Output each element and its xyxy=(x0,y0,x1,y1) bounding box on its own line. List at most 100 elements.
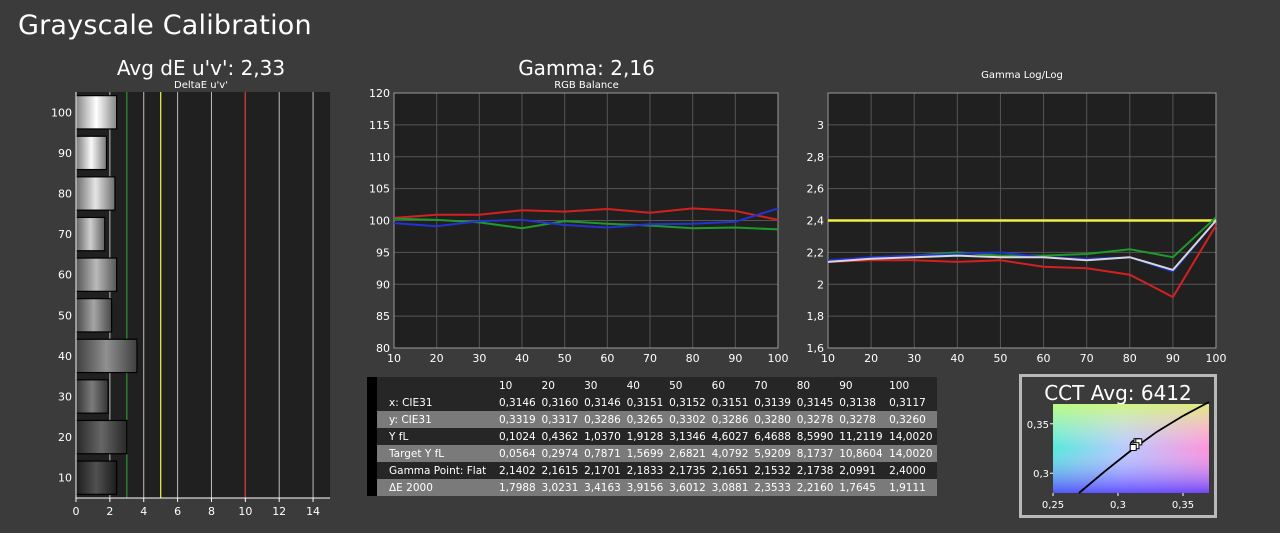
table-cell: 3,4163 xyxy=(582,479,625,496)
table-cell: 1,9128 xyxy=(624,428,668,445)
deltae-x-tick-label: 6 xyxy=(174,505,181,518)
deltae-y-tick-label: 70 xyxy=(58,228,72,241)
rgb-y-tick-label: 85 xyxy=(376,310,390,323)
table-cell: 8,1737 xyxy=(794,445,838,462)
gamma-x-tick-label: 70 xyxy=(1080,352,1094,365)
table-cell: 6,4688 xyxy=(752,428,795,445)
table-row: Target Y fL 0,0564 0,2974 0,7871 1,5699 2,682… xyxy=(367,445,937,462)
avg-de-title: Avg dE u'v': 2,33 xyxy=(116,56,286,80)
table-cell: 0,3160 xyxy=(539,394,583,411)
table-row-label: Target Y fL xyxy=(377,445,497,462)
table-column-header: 100 xyxy=(887,377,937,394)
table-row-label: ΔE 2000 xyxy=(377,479,497,496)
deltae-y-tick-label: 10 xyxy=(58,472,72,485)
gamma-x-tick-label: 10 xyxy=(821,352,835,365)
table-marker xyxy=(367,377,377,394)
cct-x-tick-label: 0,25 xyxy=(1042,500,1064,511)
table-cell: 5,9209 xyxy=(752,445,795,462)
table-cell: 0,3151 xyxy=(624,394,668,411)
table-marker xyxy=(367,462,377,479)
table-header-row: 10 20 30 40 50 60 70 80 90 100 xyxy=(367,377,937,394)
table-cell: 2,1651 xyxy=(709,462,753,479)
table-row-label: Gamma Point: Flat xyxy=(377,462,497,479)
gamma-y-tick-label: 2 xyxy=(817,278,824,291)
table-cell: 3,0231 xyxy=(539,479,583,496)
gamma-x-tick-label: 90 xyxy=(1166,352,1180,365)
gamma-y-tick-label: 2,8 xyxy=(807,151,825,164)
cct-x-tick-label: 0,35 xyxy=(1172,500,1194,511)
table-cell: 0,3280 xyxy=(752,411,795,428)
table-cell: 14,0020 xyxy=(887,428,937,445)
cct-y-tick-label: 0,3 xyxy=(1033,469,1049,480)
table-cell: 3,1346 xyxy=(667,428,710,445)
table-cell: 2,6821 xyxy=(667,445,710,462)
table-cell: 3,6012 xyxy=(667,479,710,496)
table-column-header: 50 xyxy=(667,377,710,394)
table-cell: 10,8604 xyxy=(837,445,888,462)
deltae-y-tick-label: 60 xyxy=(58,269,72,282)
gamma-series-red xyxy=(827,224,1217,299)
deltae-x-tick-label: 2 xyxy=(106,505,113,518)
rgb-x-tick-label: 40 xyxy=(515,352,529,365)
table-cell: 0,3278 xyxy=(794,411,838,428)
gamma-y-tick-label: 2,4 xyxy=(807,215,825,228)
cct-chart: 0,25 0,3 0,35 0,35 0,3 xyxy=(1027,401,1210,511)
deltae-bar xyxy=(75,460,118,495)
table-cell: 0,2974 xyxy=(539,445,583,462)
table-cell: 1,5699 xyxy=(624,445,668,462)
deltae-x-tick-label: 4 xyxy=(140,505,147,518)
table-cell: 4,6027 xyxy=(709,428,753,445)
table-cell: 0,3286 xyxy=(709,411,753,428)
table-row-label: x: CIE31 xyxy=(377,394,497,411)
gamma-y-tick-label: 1,6 xyxy=(807,342,825,355)
table-cell: 0,3302 xyxy=(667,411,710,428)
table-cell: 1,7988 xyxy=(497,479,540,496)
table-cell: 0,3151 xyxy=(709,394,753,411)
table-cell: 3,0881 xyxy=(709,479,753,496)
rgb-y-tick-label: 95 xyxy=(376,246,390,259)
gamma-x-tick-label: 60 xyxy=(1037,352,1051,365)
table-cell: 0,3286 xyxy=(582,411,625,428)
rgb-y-tick-label: 120 xyxy=(369,87,390,100)
table-marker xyxy=(367,411,377,428)
deltae-y-tick-label: 30 xyxy=(58,391,72,404)
table-row: ΔE 2000 1,7988 3,0231 3,4163 3,9156 3,6012 3,0… xyxy=(367,479,937,496)
deltae-chart: 10 20 30 40 50 60 70 80 90 100 0 2 4 6 8 10 12 14 xyxy=(51,92,330,518)
table-cell: 2,1532 xyxy=(752,462,795,479)
table-cell: 0,3278 xyxy=(837,411,888,428)
table-cell: 2,1402 xyxy=(497,462,540,479)
table-column-header: 60 xyxy=(709,377,753,394)
table-row: y: CIE31 0,3319 0,3317 0,3286 0,3265 0,3302 0,… xyxy=(367,411,937,428)
table-column-header: 10 xyxy=(497,377,540,394)
deltae-bar xyxy=(75,298,113,333)
rgb-x-tick-label: 60 xyxy=(600,352,614,365)
page-title: Grayscale Calibration xyxy=(18,10,312,41)
table-cell: 0,3145 xyxy=(794,394,838,411)
table-cell: 0,3317 xyxy=(539,411,583,428)
table-cell: 2,1833 xyxy=(624,462,668,479)
table-row-label: y: CIE31 xyxy=(377,411,497,428)
deltae-x-tick-label: 14 xyxy=(306,505,320,518)
deltae-chart-title: DeltaE u'v' xyxy=(174,80,228,91)
table-row: x: CIE31 0,3146 0,3160 0,3146 0,3151 0,3152 0,… xyxy=(367,394,937,411)
rgb-x-tick-label: 70 xyxy=(643,352,657,365)
table-cell: 2,3533 xyxy=(752,479,795,496)
deltae-bar xyxy=(75,379,109,414)
deltae-bar xyxy=(75,338,138,374)
gamma-y-tick-label: 2,6 xyxy=(807,183,825,196)
table-column-header: 90 xyxy=(837,377,888,394)
gamma-y-tick-label: 1,8 xyxy=(807,310,825,323)
rgb-frame xyxy=(393,92,779,349)
table-cell: 0,4362 xyxy=(539,428,583,445)
table-column-header: 70 xyxy=(752,377,795,394)
table-marker xyxy=(367,394,377,411)
gamma-x-tick-label: 80 xyxy=(1123,352,1137,365)
table-row: Y fL 0,1024 0,4362 1,0370 1,9128 3,1346 4,6027… xyxy=(367,428,937,445)
deltae-y-tick-label: 50 xyxy=(58,309,72,322)
rgb-y-tick-label: 110 xyxy=(369,151,390,164)
deltae-bar xyxy=(75,419,128,455)
table-column-header: 40 xyxy=(624,377,668,394)
rgb-series-green xyxy=(393,217,779,231)
deltae-y-tick-label: 80 xyxy=(58,188,72,201)
